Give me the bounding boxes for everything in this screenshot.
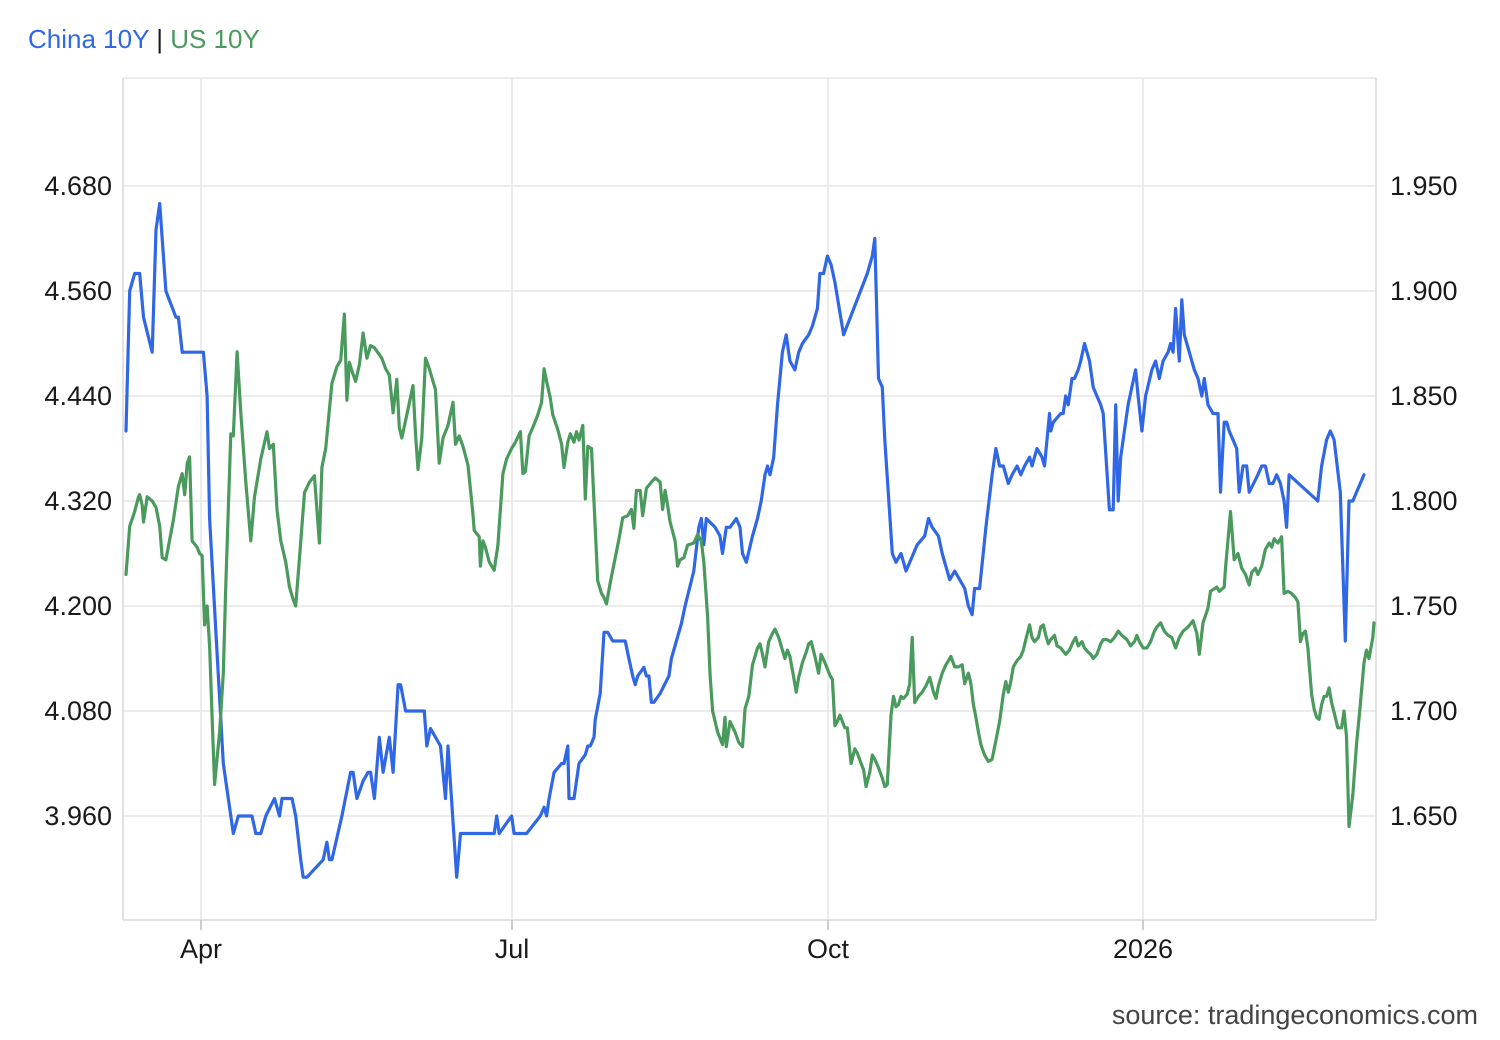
- series-line-china-10y[interactable]: [124, 201, 1366, 879]
- y-left-tick-label: 4.560: [44, 276, 112, 306]
- y-right-tick-label: 1.650: [1390, 801, 1458, 831]
- x-tick-label: Jul: [495, 934, 530, 964]
- y-left-tick-label: 4.080: [44, 696, 112, 726]
- series-line-us-10y[interactable]: [124, 312, 1376, 829]
- y-right-tick-label: 1.900: [1390, 276, 1458, 306]
- y-left-tick-label: 3.960: [44, 801, 112, 831]
- y-right-tick-label: 1.950: [1390, 171, 1458, 201]
- legend-us-10y[interactable]: US 10Y: [170, 24, 260, 54]
- legend-china-10y[interactable]: China 10Y: [28, 24, 149, 54]
- y-right-tick-label: 1.700: [1390, 696, 1458, 726]
- y-right-tick-label: 1.850: [1390, 381, 1458, 411]
- y-right-tick-label: 1.750: [1390, 591, 1458, 621]
- x-tick-label: Oct: [807, 934, 850, 964]
- y-left-tick-label: 4.440: [44, 381, 112, 411]
- chart-legend: China 10Y | US 10Y: [28, 24, 260, 55]
- legend-separator: |: [156, 24, 163, 54]
- x-tick-label: 2026: [1113, 934, 1173, 964]
- y-left-tick-label: 4.680: [44, 171, 112, 201]
- source-credit: source: tradingeconomics.com: [1111, 1000, 1478, 1030]
- y-right-tick-label: 1.800: [1390, 486, 1458, 516]
- y-left-tick-label: 4.200: [44, 591, 112, 621]
- y-left-tick-label: 4.320: [44, 486, 112, 516]
- x-tick-label: Apr: [180, 934, 222, 964]
